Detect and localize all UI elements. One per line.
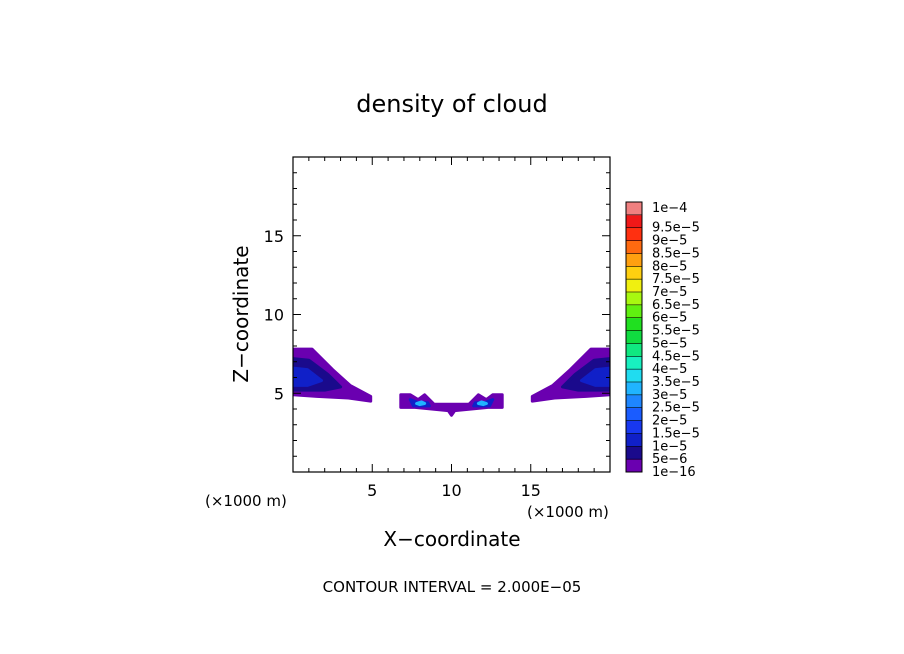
axes: 5 10 15 5 10 15 xyxy=(264,156,611,500)
x-tick-label: 10 xyxy=(441,481,461,500)
colorbar-label: 5e−5 xyxy=(652,336,687,351)
y-tick-label: 15 xyxy=(264,227,284,246)
x-unit-left: (×1000 m) xyxy=(205,492,287,510)
colorbar-label: 1e−16 xyxy=(652,465,696,480)
plot-frame xyxy=(292,156,611,473)
colorbar-swatch xyxy=(626,446,642,460)
colorbar-swatch xyxy=(626,330,642,344)
colorbar-swatch xyxy=(626,240,642,254)
region-center-peak-left xyxy=(415,400,427,407)
colorbar-label: 5e−6 xyxy=(652,452,687,467)
region-left-cloud-inner xyxy=(293,366,323,387)
colorbar-label: 4.5e−5 xyxy=(652,349,700,364)
colorbar: 1e−165e−61e−51.5e−52e−52.5e−53e−53.5e−54… xyxy=(625,201,700,480)
x-tick-label: 5 xyxy=(367,481,377,500)
colorbar-label: 9.5e−5 xyxy=(652,221,700,236)
colorbar-label: 1e−5 xyxy=(652,439,687,454)
region-center-cloud xyxy=(399,393,504,417)
colorbar-frame xyxy=(625,201,643,473)
colorbar-swatch xyxy=(626,317,642,331)
colorbar-label: 1.5e−5 xyxy=(652,426,700,441)
colorbar-swatch xyxy=(626,292,642,306)
colorbar-swatch xyxy=(626,304,642,319)
colorbar-label: 3e−5 xyxy=(652,388,687,403)
contour-interval-footer: CONTOUR INTERVAL = 2.000E−05 xyxy=(323,578,582,596)
contour-regions xyxy=(293,347,610,417)
colorbar-swatch xyxy=(626,227,642,241)
colorbar-swatch xyxy=(626,394,642,409)
colorbar-label: 8e−5 xyxy=(652,259,687,274)
colorbar-swatch xyxy=(626,266,642,280)
colorbar-label: 7.5e−5 xyxy=(652,272,700,287)
colorbar-label: 9e−5 xyxy=(652,234,687,249)
colorbar-swatch xyxy=(626,253,642,267)
colorbar-swatch xyxy=(626,382,642,396)
x-axis-label: X−coordinate xyxy=(383,527,520,551)
colorbar-label: 6e−5 xyxy=(652,311,687,326)
colorbar-label: 1e−4 xyxy=(652,201,687,216)
plot-area xyxy=(293,347,610,417)
colorbar-label: 6.5e−5 xyxy=(652,298,700,313)
y-axis-label: Z−coordinate xyxy=(229,245,253,382)
colorbar-swatch xyxy=(626,420,642,434)
colorbar-swatch xyxy=(626,459,642,473)
y-tick-label: 10 xyxy=(264,306,284,325)
colorbar-label: 8.5e−5 xyxy=(652,246,700,261)
colorbar-swatch xyxy=(626,433,642,447)
colorbar-label: 4e−5 xyxy=(652,362,687,377)
colorbar-swatch xyxy=(626,279,642,293)
colorbar-label: 7e−5 xyxy=(652,285,687,300)
colorbar-label: 3.5e−5 xyxy=(652,375,700,390)
colorbar-label: 2.5e−5 xyxy=(652,401,700,416)
colorbar-swatch xyxy=(626,202,642,216)
colorbar-swatch xyxy=(626,343,642,357)
colorbar-swatch xyxy=(626,407,642,421)
colorbar-label: 5.5e−5 xyxy=(652,324,700,339)
y-tick-label: 5 xyxy=(274,384,284,403)
region-center-peak-right xyxy=(476,400,488,407)
colorbar-swatch xyxy=(626,214,642,229)
x-tick-label: 15 xyxy=(521,481,541,500)
colorbar-swatch xyxy=(626,356,642,370)
region-right-cloud-inner xyxy=(580,366,610,387)
colorbar-swatch xyxy=(626,369,642,383)
colorbar-label: 2e−5 xyxy=(652,414,687,429)
chart-title: density of cloud xyxy=(356,90,547,118)
x-unit-right: (×1000 m) xyxy=(527,503,609,521)
